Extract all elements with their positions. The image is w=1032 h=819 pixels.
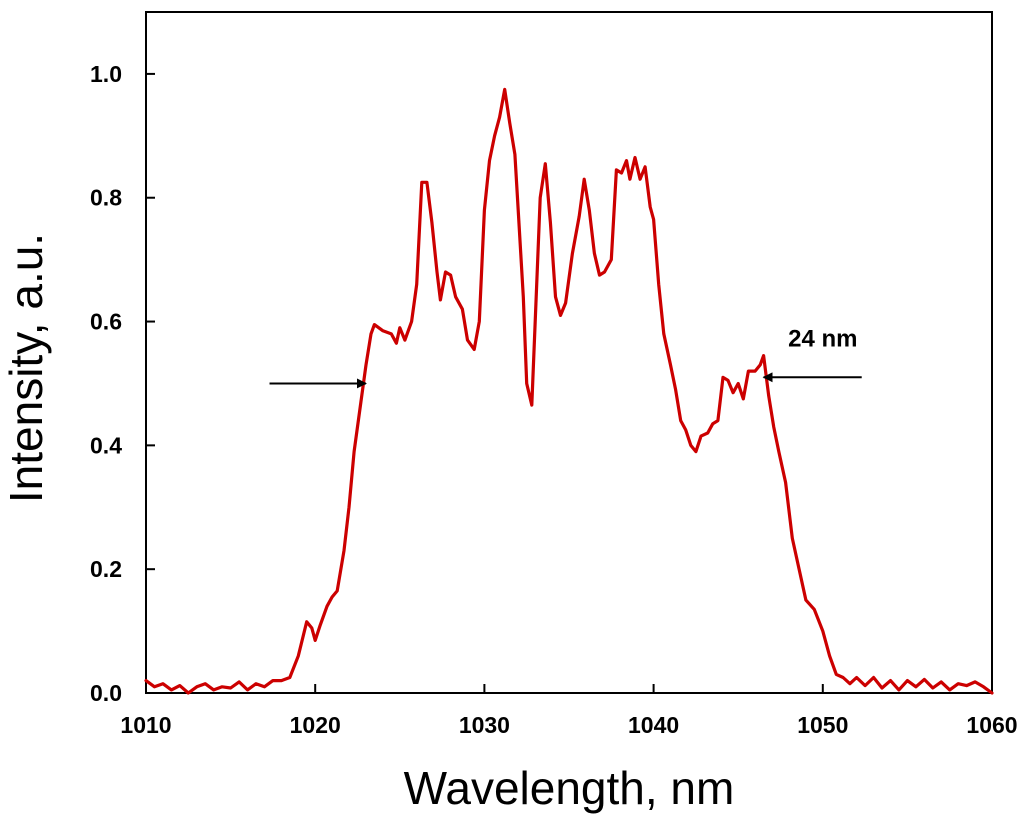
y-tick-label: 0.2 — [90, 556, 122, 582]
annotation-layer: 24 nm — [269, 325, 862, 389]
plot-frame — [145, 11, 993, 694]
x-tick-label: 1040 — [628, 712, 679, 738]
x-tick-label: 1030 — [459, 712, 510, 738]
x-tick-label: 1020 — [290, 712, 341, 738]
x-tick-label: 1050 — [797, 712, 848, 738]
y-tick-label: 0.4 — [90, 432, 122, 458]
series-line-spectrum — [144, 87, 994, 695]
x-tick-label: 1010 — [120, 712, 171, 738]
fwhm-label: 24 nm — [788, 325, 857, 352]
y-tick-label: 0.0 — [90, 680, 122, 706]
y-tick-label: 0.8 — [90, 185, 122, 211]
x-axis-title: Wavelength, nm — [404, 762, 735, 814]
y-tick-label: 0.6 — [90, 309, 122, 335]
y-axis-title: Intensity, a.u. — [0, 233, 52, 503]
x-tick-label: 1060 — [966, 712, 1017, 738]
x-axis-ticks: 1010 1020 1030 1040 1050 1060 — [120, 684, 1018, 738]
y-axis-ticks: 0.0 0.2 0.4 0.6 0.8 1.0 — [90, 61, 155, 706]
y-tick-label: 1.0 — [90, 61, 122, 87]
series-layer — [144, 87, 994, 695]
